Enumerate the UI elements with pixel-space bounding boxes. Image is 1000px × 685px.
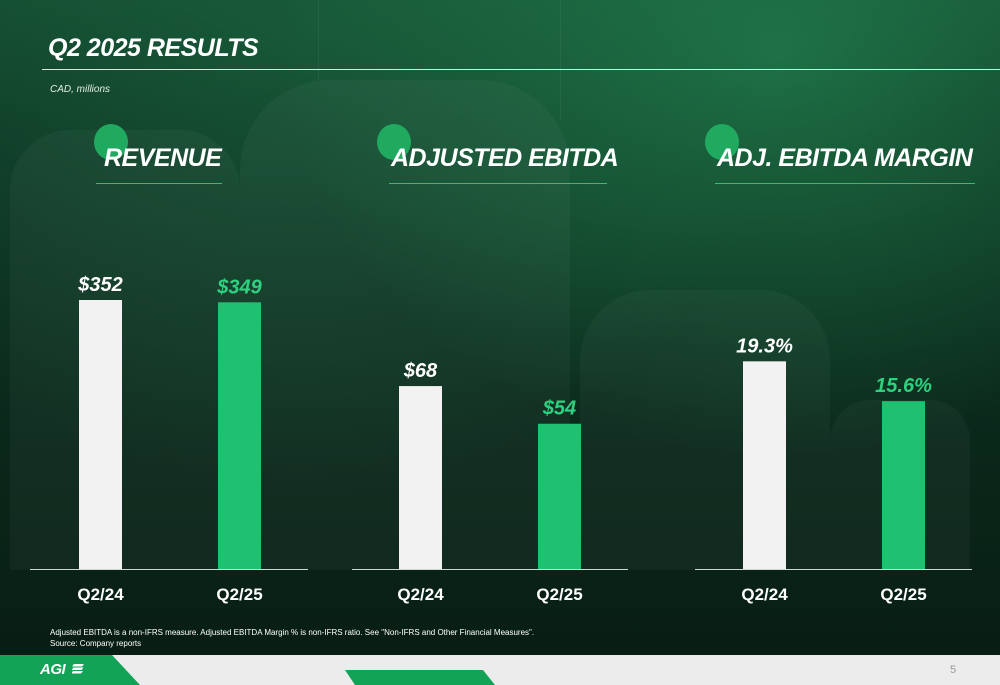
green-dot-icon [705, 124, 739, 160]
data-label: $54 [542, 398, 576, 420]
bar-q2-25 [882, 401, 925, 569]
title-divider [42, 69, 1000, 70]
data-label: 15.6% [875, 375, 932, 397]
page-title: Q2 2025 RESULTS [48, 34, 259, 62]
margin-title: ADJ. EBITDA MARGIN [717, 144, 973, 172]
company-logo: AGI [40, 661, 66, 678]
margin-panel-header: ADJ. EBITDA MARGIN [705, 124, 975, 186]
bar-q2-24 [743, 361, 786, 569]
x-tick-label: Q2/24 [77, 585, 124, 604]
revenue-panel-header: REVENUE [94, 124, 224, 186]
x-tick-label: Q2/25 [216, 585, 262, 604]
data-label: 19.3% [736, 335, 793, 357]
bar-q2-25 [218, 302, 261, 569]
footnote: Adjusted EBITDA is a non-IFRS measure. A… [50, 627, 534, 649]
x-tick-label: Q2/24 [397, 585, 444, 604]
ebitda-panel-header: ADJUSTED EBITDA [377, 124, 619, 186]
footer-accent-band [345, 670, 495, 685]
unit-note: CAD, millions [50, 84, 111, 95]
ebitda-title: ADJUSTED EBITDA [391, 144, 619, 172]
footnote-text: Adjusted EBITDA is a non-IFRS measure. A… [50, 628, 535, 637]
data-label: $352 [77, 274, 123, 296]
margin-title-rule [715, 183, 975, 184]
logo-stripes-icon [72, 664, 84, 674]
background-line [318, 0, 319, 80]
source-note: Source: Company reports [50, 639, 142, 648]
ebitda-title-rule [389, 183, 607, 184]
data-label: $349 [216, 276, 262, 298]
data-label: $68 [403, 360, 438, 382]
x-tick-label: Q2/25 [536, 585, 582, 604]
bar-q2-24 [399, 386, 442, 569]
green-dot-icon [94, 124, 128, 160]
revenue-title-rule [96, 183, 222, 184]
bar-q2-25 [538, 423, 581, 569]
footer-logo-band [0, 655, 140, 685]
x-tick-label: Q2/25 [880, 585, 926, 604]
green-dot-icon [377, 124, 411, 160]
background-line [560, 0, 561, 120]
revenue-title: REVENUE [104, 144, 222, 172]
bar-q2-24 [79, 300, 122, 569]
footer-bar [0, 655, 1000, 685]
x-tick-label: Q2/24 [741, 585, 788, 604]
page-number: 5 [950, 664, 957, 676]
